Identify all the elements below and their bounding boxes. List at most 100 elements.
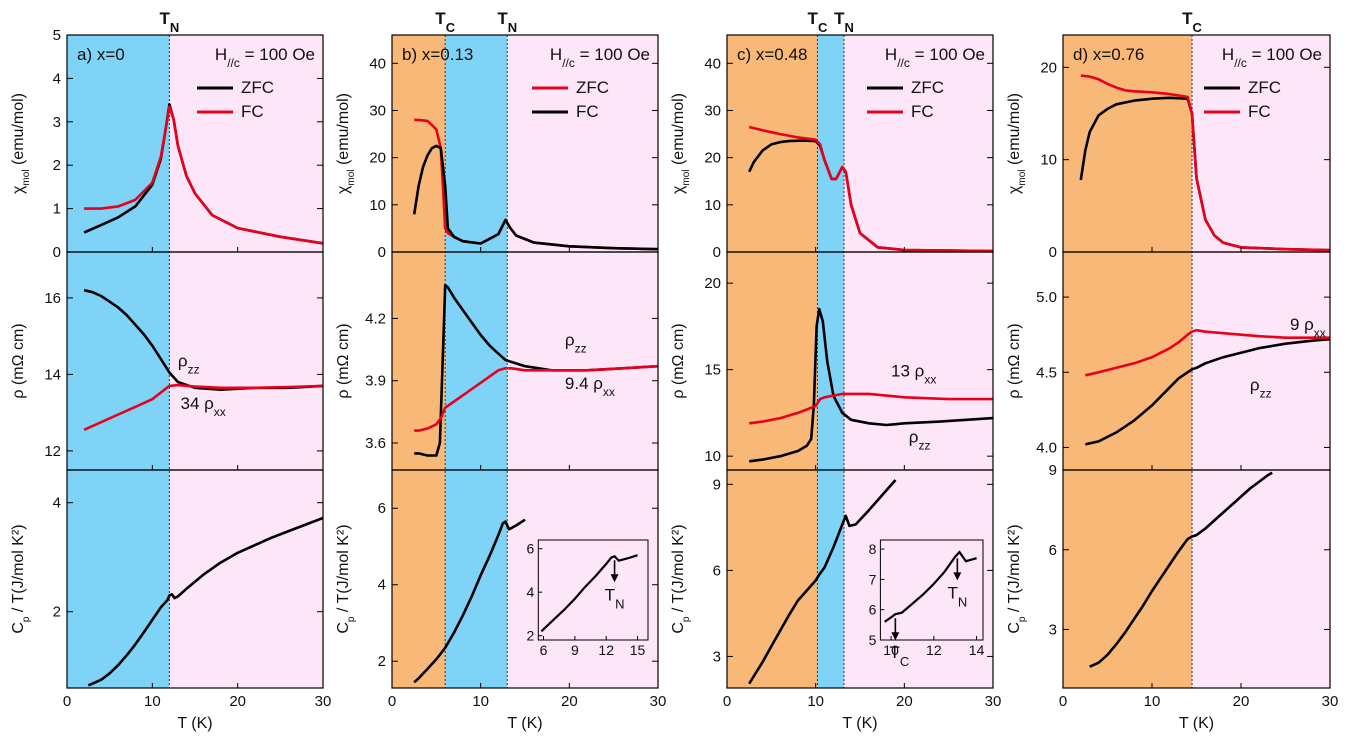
ytick-label-chi-2: 2 (53, 157, 61, 174)
xtick-label-3: 30 (650, 693, 667, 710)
ytick-label-chi-1: 1 (53, 201, 61, 218)
xtick-label-3: 30 (315, 693, 332, 710)
panel-label: d) x=0.76 (1073, 45, 1144, 64)
series-chi-1 (1080, 74, 1330, 252)
xtick-label-3: 30 (985, 693, 1002, 710)
ytick-label-cp-1: 6 (713, 562, 721, 579)
inset: 6 9 12 15 2 4 6 TN (527, 539, 649, 658)
inset-marker-label-0: TC (889, 643, 909, 669)
annotation-rho-0: 13 ρxx (891, 362, 936, 387)
panel-label: a) x=0 (77, 45, 125, 64)
annotation-rho-0: 9 ρxx (1290, 315, 1326, 340)
field-label: H//c = 100 Oe (1222, 45, 1322, 70)
xtick-label-1: 10 (144, 693, 161, 710)
series-cp-0 (413, 518, 526, 684)
inset-xtick-label-1: 9 (571, 642, 579, 658)
inset-ytick-label-0: 2 (527, 628, 535, 644)
annotation-rho-1: ρzz (909, 427, 931, 452)
row-rho: 3.6 3.9 4.2 ρ (mΩ cm) ρzz 9.4 ρxx (335, 251, 659, 471)
ytick-label-rho-2: 5.0 (1036, 289, 1057, 306)
phase-region-0 (1063, 35, 1193, 688)
row-chi: 0 10 20 χmol (emu/mol) d) x=0.76 H//c = 100 O… (1006, 34, 1331, 261)
phase-region-0 (67, 35, 170, 688)
series-rho-0 (1085, 337, 1330, 446)
row-cp: 3 6 9 Cp / T(J/mol K²) (1006, 462, 1331, 689)
ytick-label-rho-2: 20 (704, 275, 721, 292)
phase-region-1 (817, 35, 845, 688)
row-chi: 0 10 20 30 40 χmol (emu/mol) b) x=0.13 H//c = 1… (335, 34, 659, 261)
ytick-label-cp-0: 2 (53, 604, 61, 621)
annotation-rho-1: 34 ρxx (180, 394, 225, 419)
x-axis-label: T (K) (842, 715, 877, 732)
top-label-0: TC (1182, 9, 1202, 35)
y-axis-label-cp: Cp / T(J/mol K²) (670, 524, 692, 633)
inset-marker-label-0: TN (605, 585, 625, 611)
series-chi-1 (412, 144, 658, 251)
ytick-label-chi-1: 10 (704, 197, 721, 214)
xtick-label-2: 20 (561, 693, 578, 710)
xtick-label-0: 0 (723, 693, 731, 710)
inset-arrowhead-0 (891, 632, 900, 641)
y-axis-label-rho: ρ (mΩ cm) (670, 323, 687, 398)
top-label-0: TN (160, 9, 180, 35)
ytick-label-cp-2: 9 (713, 476, 721, 493)
y-axis-label-rho: ρ (mΩ cm) (10, 323, 27, 398)
ytick-label-rho-2: 4.2 (365, 310, 386, 327)
ytick-label-chi-5: 5 (53, 27, 61, 44)
y-axis-label-chi: χmol (emu/mol) (10, 93, 32, 194)
ytick-label-chi-1: 10 (1040, 152, 1057, 169)
inset-ytick-label-1: 6 (869, 602, 877, 618)
ytick-label-chi-3: 3 (53, 114, 61, 131)
ytick-label-chi-2: 20 (1040, 59, 1057, 76)
top-label-1: TN (834, 9, 854, 35)
field-label: H//c = 100 Oe (885, 45, 985, 70)
phase-region-1 (445, 35, 508, 688)
legend-label-1: FC (576, 102, 599, 121)
series-cp-0 (87, 516, 323, 687)
inset-frame (537, 539, 649, 641)
ytick-label-rho-0: 3.6 (365, 435, 386, 452)
xtick-label-0: 0 (1059, 693, 1067, 710)
top-label-1: TN (497, 9, 517, 35)
inset-marker-label-1: TN (947, 583, 967, 609)
y-axis-label-chi: χmol (emu/mol) (670, 93, 692, 194)
annotation-rho-1: ρzz (1250, 375, 1272, 400)
x-axis-label: T (K) (177, 715, 212, 732)
inset-frame (879, 539, 984, 641)
y-axis-label-rho: ρ (mΩ cm) (335, 323, 352, 398)
series-cp-0 (1089, 471, 1273, 668)
ytick-label-cp-0: 2 (378, 653, 386, 670)
ytick-label-chi-2: 20 (369, 150, 386, 167)
inset-xtick-label-2: 12 (598, 642, 614, 658)
axes-frame-cp (726, 469, 994, 689)
inset-ytick-label-3: 8 (869, 541, 877, 557)
row-chi: 0 10 20 30 40 χmol (emu/mol) c) x=0.48 H//c = 1… (670, 34, 994, 261)
ytick-label-cp-1: 4 (378, 577, 386, 594)
xtick-label-2: 20 (229, 693, 246, 710)
phase-region-1 (1192, 35, 1330, 688)
xtick-label-2: 20 (1233, 693, 1250, 710)
field-label: H//c = 100 Oe (550, 45, 650, 70)
ytick-label-rho-0: 4.0 (1036, 439, 1057, 456)
ytick-label-chi-3: 30 (704, 102, 721, 119)
xtick-label-1: 10 (807, 693, 824, 710)
ytick-label-cp-2: 6 (378, 500, 386, 517)
series-rho-1 (1085, 328, 1330, 377)
x-axis-label: T (K) (507, 715, 542, 732)
series-rho-1 (414, 364, 658, 432)
inset-xtick-label-0: 6 (540, 642, 548, 658)
ytick-label-cp-0: 3 (1049, 622, 1057, 639)
series-cp-0 (748, 479, 897, 685)
ytick-label-rho-1: 14 (44, 366, 61, 383)
legend-label-0: ZFC (911, 78, 944, 97)
series-rho-0 (749, 307, 993, 463)
inset-series-0 (540, 554, 638, 633)
legend-label-0: ZFC (576, 78, 609, 97)
legend-label-1: FC (1248, 102, 1271, 121)
inset-arrowhead-1 (953, 572, 962, 581)
ytick-label-chi-0: 0 (53, 244, 61, 261)
panel-label: c) x=0.48 (737, 45, 807, 64)
xtick-label-1: 10 (472, 693, 489, 710)
xtick-label-0: 0 (388, 693, 396, 710)
